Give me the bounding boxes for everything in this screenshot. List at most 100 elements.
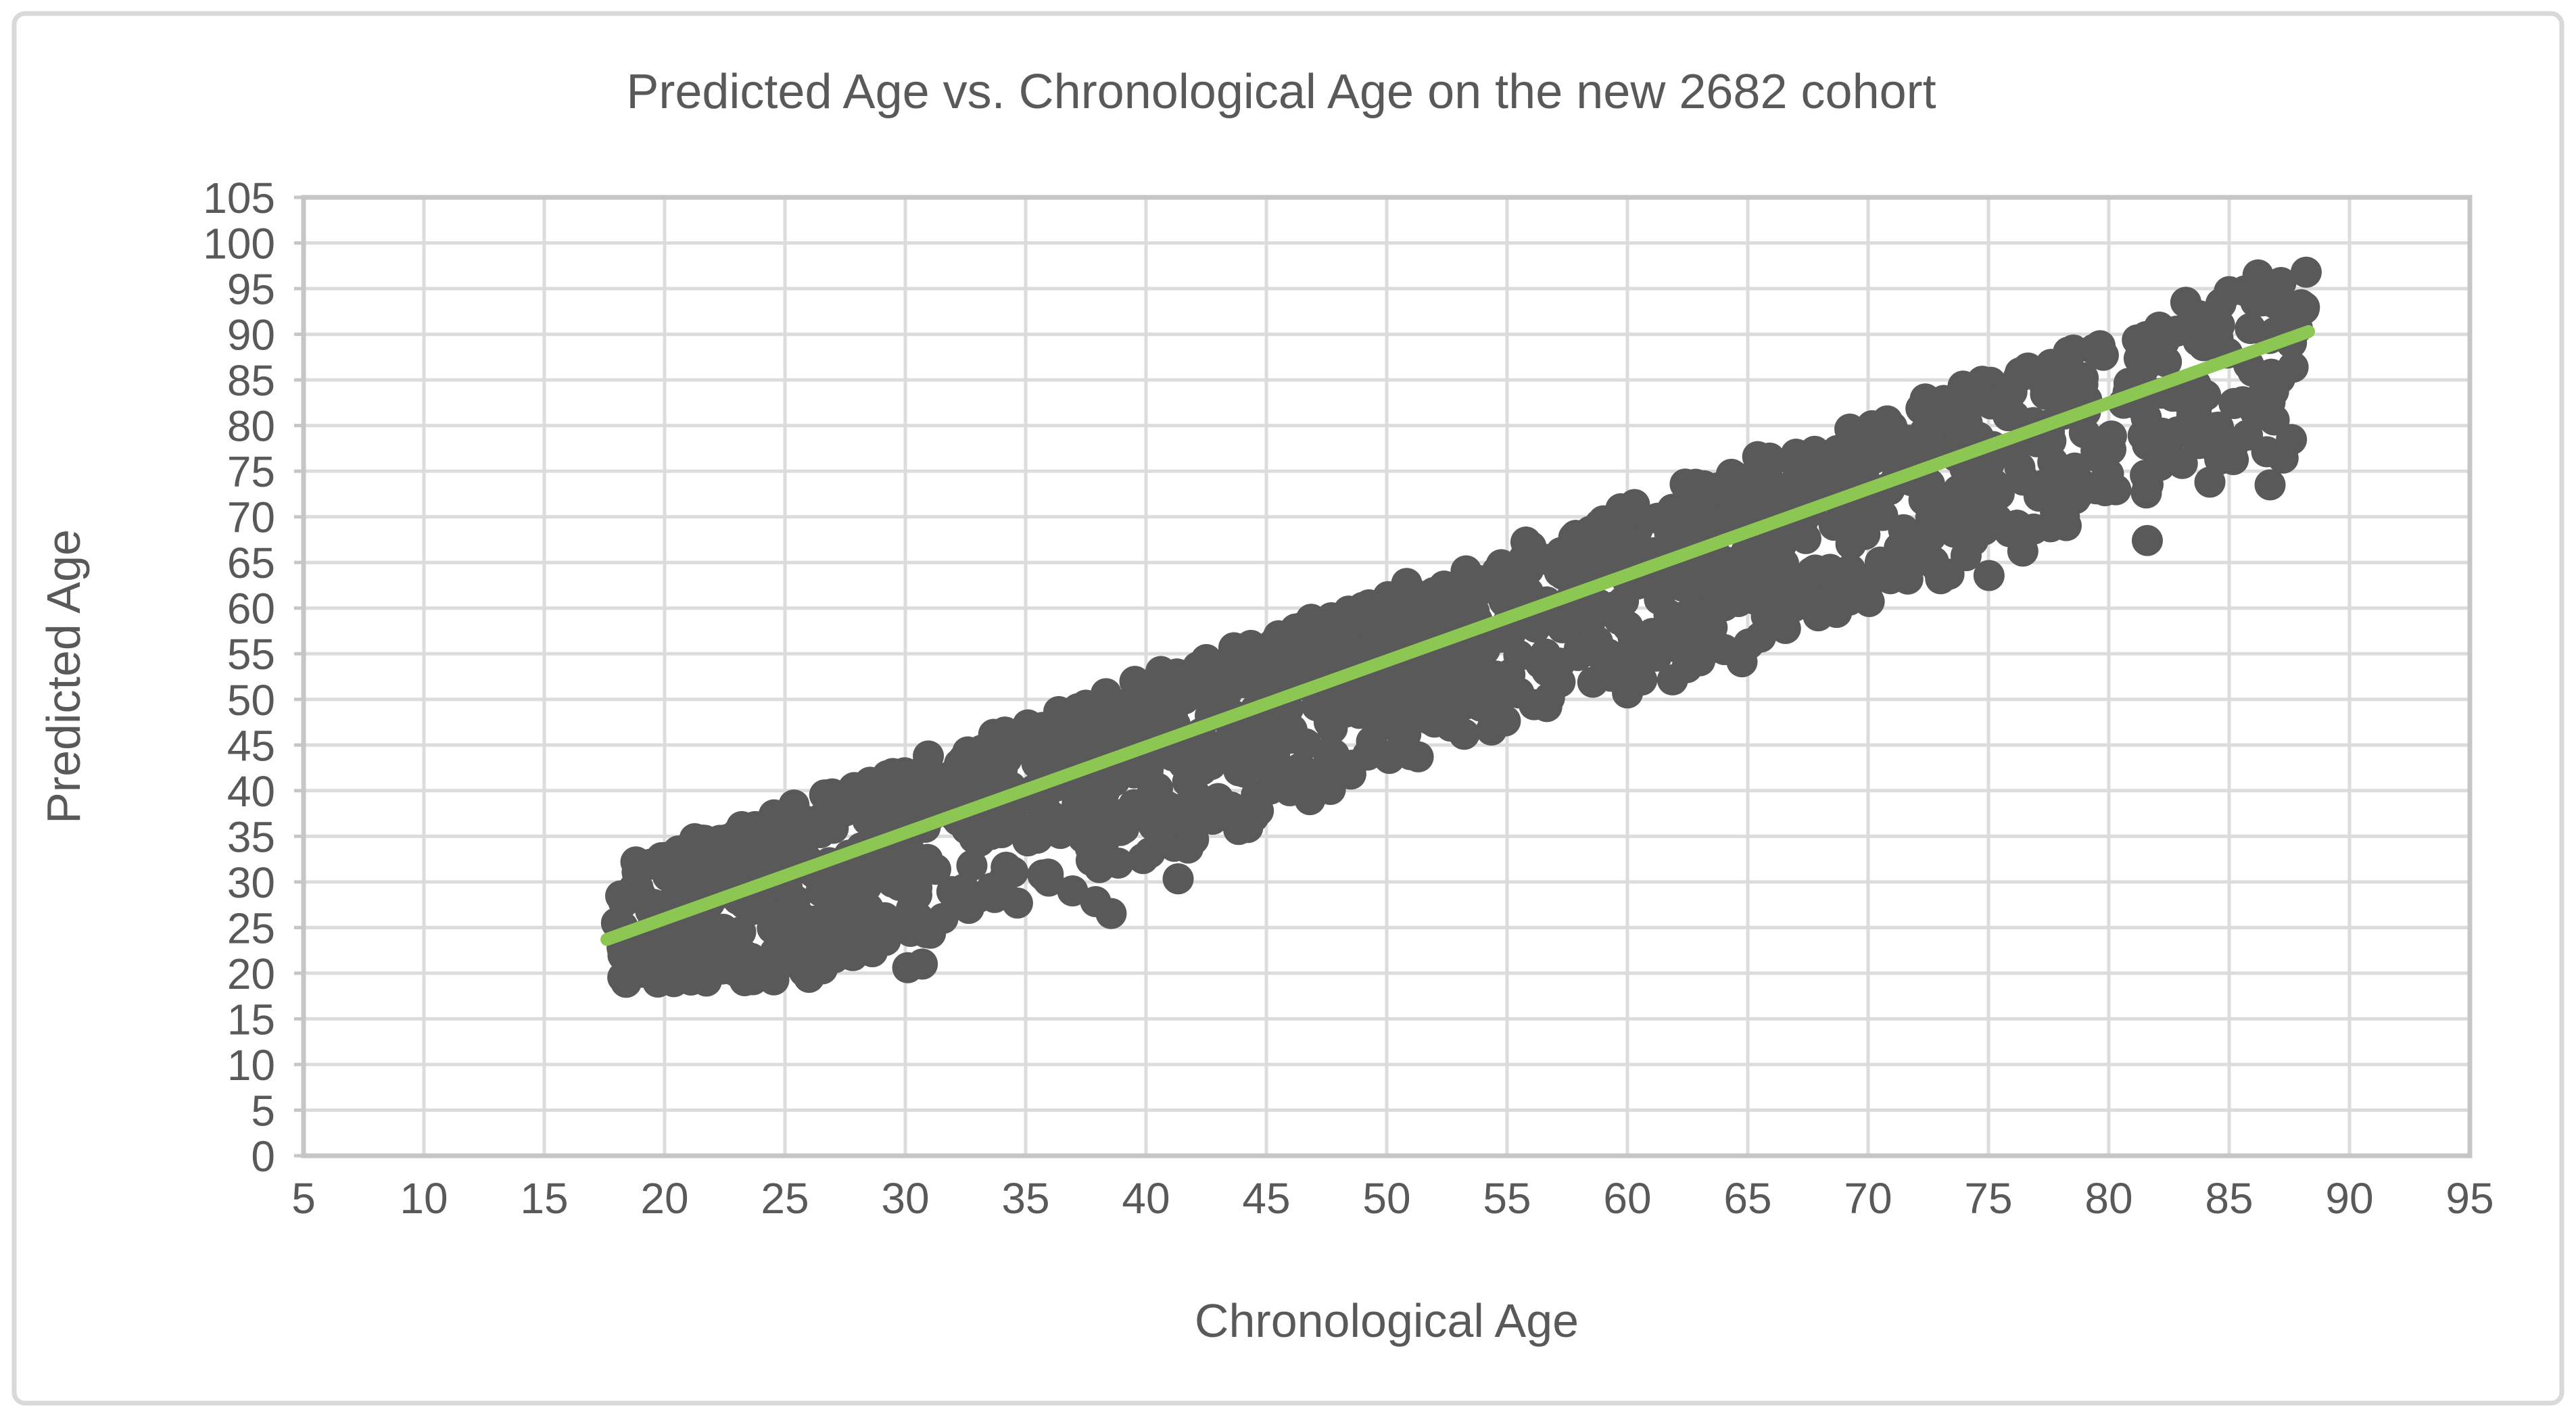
scatter-point: [1950, 540, 1982, 572]
scatter-point: [687, 963, 719, 995]
scatter-point: [1239, 717, 1271, 749]
scatter-point: [1028, 791, 1060, 823]
x-tick-label: 5: [291, 1174, 316, 1223]
scatter-point: [620, 846, 652, 878]
scatter-point: [1401, 579, 1433, 611]
scatter-point: [1435, 587, 1466, 619]
scatter-point: [758, 964, 790, 996]
scatter-point: [788, 956, 820, 987]
scatter-point: [1961, 516, 1993, 548]
trendline-layer: [600, 325, 2315, 946]
scatter-point: [2068, 362, 2099, 393]
scatter-point: [1304, 770, 1336, 802]
scatter-point: [1803, 587, 1834, 619]
scatter-point: [1994, 516, 2026, 547]
scatter-point: [1509, 551, 1541, 583]
scatter-point: [2059, 483, 2091, 514]
y-tick-label: 105: [203, 174, 275, 222]
scatter-point: [1162, 863, 1194, 895]
x-tick-label: 80: [2084, 1174, 2132, 1223]
x-tick-label: 30: [881, 1174, 929, 1223]
scatter-point: [986, 731, 1018, 762]
chart-title: Predicted Age vs. Chronological Age on t…: [626, 65, 1936, 119]
scatter-point: [894, 861, 926, 893]
scatter-point: [1370, 702, 1402, 733]
scatter-point: [2170, 287, 2201, 318]
scatter-point: [2130, 477, 2162, 509]
scatter-point: [1826, 507, 1858, 539]
scatter-point: [2218, 388, 2250, 420]
y-tick-label: 35: [227, 812, 275, 861]
scatter-point: [1001, 887, 1033, 919]
scatter-point: [1099, 765, 1130, 797]
scatter-point: [1335, 758, 1366, 790]
scatter-point: [2203, 310, 2235, 341]
scatter-point: [1074, 832, 1106, 864]
y-tick-label: 70: [227, 493, 275, 542]
scatter-point: [1475, 714, 1507, 746]
y-tick-label: 60: [227, 585, 275, 633]
y-tick-label: 10: [227, 1041, 275, 1090]
scatter-point: [2242, 259, 2274, 291]
scatter-point: [663, 919, 695, 951]
scatter-point: [1711, 587, 1742, 618]
scatter-point: [648, 845, 680, 877]
y-tick-label: 75: [227, 447, 275, 496]
scatter-point: [2130, 401, 2162, 433]
x-tick-label: 75: [1964, 1174, 2012, 1223]
tick-labels-layer: 0510152025303540455055606570758085909510…: [203, 174, 2494, 1223]
scatter-point: [1603, 604, 1635, 635]
scatter-point: [1321, 610, 1353, 641]
scatter-point: [1687, 631, 1719, 662]
x-tick-label: 90: [2325, 1174, 2373, 1223]
scatter-point: [1644, 583, 1675, 615]
scatter-point: [839, 919, 871, 951]
scatter-point: [1112, 690, 1144, 722]
scatter-point: [1313, 737, 1345, 768]
scatter-point: [671, 844, 702, 876]
scatter-point: [608, 886, 640, 918]
y-tick-label: 100: [203, 220, 275, 268]
scatter-points-layer: [600, 256, 2322, 998]
scatter-point: [1396, 698, 1428, 729]
y-axis-title: Predicted Age: [37, 529, 90, 824]
scatter-point: [1821, 435, 1853, 466]
scatter-point: [863, 914, 895, 946]
scatter-point: [1975, 388, 2007, 420]
y-tick-label: 15: [227, 995, 275, 1044]
scatter-point: [1560, 520, 1592, 552]
scatter-point: [1093, 715, 1125, 747]
x-tick-label: 50: [1362, 1174, 1410, 1223]
scatter-point: [1369, 591, 1401, 622]
scatter-point: [1212, 676, 1243, 708]
scatter-point: [956, 850, 988, 881]
scatter-point: [1942, 395, 1974, 426]
x-tick-label: 10: [400, 1174, 448, 1223]
scatter-point: [1164, 671, 1195, 703]
scatter-point: [724, 958, 756, 989]
scatter-point: [2127, 350, 2159, 382]
scatter-point: [1172, 766, 1203, 798]
scatter-point: [2218, 444, 2249, 476]
y-tick-label: 5: [251, 1086, 275, 1135]
y-tick-label: 20: [227, 950, 275, 998]
x-tick-label: 15: [520, 1174, 568, 1223]
x-tick-label: 70: [1844, 1174, 1892, 1223]
x-tick-label: 35: [1001, 1174, 1049, 1223]
x-tick-label: 65: [1723, 1174, 1771, 1223]
scatter-point: [1435, 710, 1466, 742]
scatter-point: [911, 772, 943, 804]
scatter-point: [1356, 726, 1387, 758]
scatter-point: [711, 856, 743, 887]
scatter-point: [1135, 793, 1166, 825]
scatter-point: [2091, 461, 2123, 493]
scatter-point: [1094, 801, 1126, 833]
scatter-point: [1740, 560, 1772, 592]
scatter-point: [826, 894, 858, 926]
y-tick-label: 25: [227, 904, 275, 952]
x-tick-label: 25: [761, 1174, 809, 1223]
scatter-point: [2030, 354, 2061, 386]
scatter-point: [888, 788, 920, 820]
scatter-point: [1773, 581, 1805, 612]
